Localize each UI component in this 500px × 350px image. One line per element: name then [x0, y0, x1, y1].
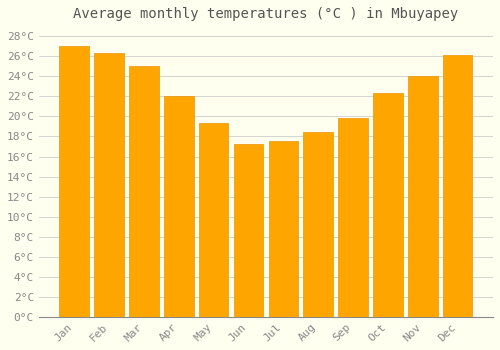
Bar	[94, 53, 124, 317]
Bar	[373, 93, 402, 317]
Bar	[60, 46, 89, 317]
Bar	[268, 141, 298, 317]
Bar	[338, 118, 368, 317]
Bar	[129, 66, 159, 317]
Title: Average monthly temperatures (°C ) in Mbuyapey: Average monthly temperatures (°C ) in Mb…	[74, 7, 458, 21]
Bar	[304, 132, 333, 317]
Bar	[164, 96, 194, 317]
Bar	[234, 145, 264, 317]
Bar	[199, 124, 228, 317]
Bar	[408, 76, 438, 317]
Bar	[443, 55, 472, 317]
